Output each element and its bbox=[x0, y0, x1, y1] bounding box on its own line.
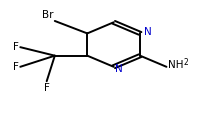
Text: NH: NH bbox=[168, 61, 183, 70]
Text: N: N bbox=[143, 27, 151, 37]
Text: F: F bbox=[44, 83, 49, 92]
Text: Br: Br bbox=[42, 10, 54, 20]
Text: F: F bbox=[13, 62, 19, 72]
Text: 2: 2 bbox=[183, 58, 187, 67]
Text: F: F bbox=[13, 42, 19, 52]
Text: N: N bbox=[114, 64, 122, 74]
